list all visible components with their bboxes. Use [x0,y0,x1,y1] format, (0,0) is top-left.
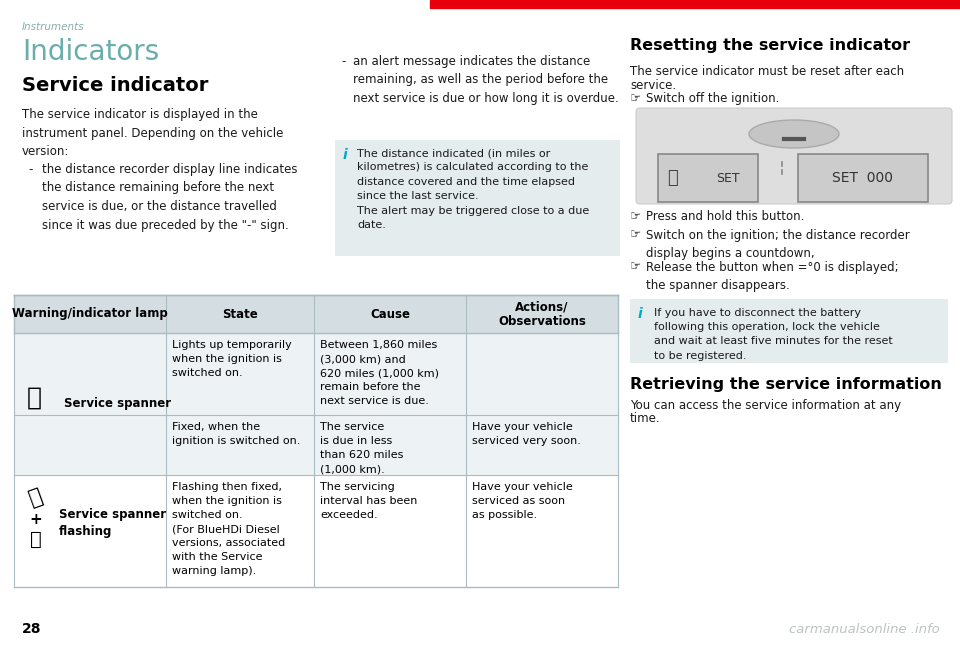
Text: If you have to disconnect the battery
following this operation, lock the vehicle: If you have to disconnect the battery fo… [654,308,893,361]
Bar [14,475,618,587]
Text: 🔧: 🔧 [30,530,42,548]
Text: 🔧: 🔧 [26,485,46,509]
Text: Flashing then fixed,
when the ignition is
switched on.
(For BlueHDi Diesel
versi: Flashing then fixed, when the ignition i… [172,482,285,576]
Text: carmanualsonline .info: carmanualsonline .info [789,623,940,636]
Bar [430,0,960,8]
Text: The distance indicated (in miles or
kilometres) is calculated according to the
d: The distance indicated (in miles or kilo… [357,148,589,230]
Text: State: State [222,308,258,321]
FancyBboxPatch shape [630,299,948,363]
Text: Lights up temporarily
when the ignition is
switched on.: Lights up temporarily when the ignition … [172,340,292,378]
Text: +: + [30,511,42,526]
Text: ☞: ☞ [630,228,641,241]
Text: Have your vehicle
serviced very soon.: Have your vehicle serviced very soon. [472,422,581,446]
Text: Release the button when =°0 is displayed;
the spanner disappears.: Release the button when =°0 is displayed… [646,260,899,291]
FancyBboxPatch shape [335,140,620,256]
Text: Switch on the ignition; the distance recorder
display begins a countdown,: Switch on the ignition; the distance rec… [646,228,910,260]
Text: You can access the service information at any: You can access the service information a… [630,398,901,411]
Text: Switch off the ignition.: Switch off the ignition. [646,92,780,105]
Text: time.: time. [630,413,660,426]
Text: ☞: ☞ [630,260,641,273]
Text: -: - [341,55,346,68]
Text: Service spanner
flashing: Service spanner flashing [59,508,166,538]
Text: Between 1,860 miles
(3,000 km) and
620 miles (1,000 km)
remain before the
next s: Between 1,860 miles (3,000 km) and 620 m… [320,340,439,406]
Text: Press and hold this button.: Press and hold this button. [646,210,804,223]
Text: The service
is due in less
than 620 miles
(1,000 km).: The service is due in less than 620 mile… [320,422,403,474]
Text: SET  000: SET 000 [832,171,894,185]
Text: Cause: Cause [370,308,410,321]
FancyBboxPatch shape [636,108,952,204]
Bar [798,154,928,202]
Text: Service indicator: Service indicator [22,76,208,95]
Text: Instruments: Instruments [22,22,84,32]
Text: 28: 28 [22,622,41,636]
Text: 🔧: 🔧 [666,169,678,187]
Text: Warning/indicator lamp: Warning/indicator lamp [12,308,168,321]
Text: The service indicator is displayed in the
instrument panel. Depending on the veh: The service indicator is displayed in th… [22,108,283,158]
Text: an alert message indicates the distance
remaining, as well as the period before : an alert message indicates the distance … [353,55,619,105]
Text: Indicators: Indicators [22,38,159,66]
Text: Resetting the service indicator: Resetting the service indicator [630,38,910,53]
Text: ☞: ☞ [630,92,641,105]
Text: Have your vehicle
serviced as soon
as possible.: Have your vehicle serviced as soon as po… [472,482,573,520]
Bar [14,333,618,475]
Bar [658,154,758,202]
Text: Retrieving the service information: Retrieving the service information [630,376,942,391]
Text: the distance recorder display line indicates
the distance remaining before the n: the distance recorder display line indic… [42,163,298,232]
Text: The servicing
interval has been
exceeded.: The servicing interval has been exceeded… [320,482,418,520]
Text: Fixed, when the
ignition is switched on.: Fixed, when the ignition is switched on. [172,422,300,446]
Text: -: - [28,163,33,176]
Text: Service spanner: Service spanner [64,397,171,411]
Text: ☞: ☞ [630,210,641,223]
Text: SET: SET [716,171,740,184]
Text: service.: service. [630,79,676,92]
Text: i: i [638,308,643,321]
Bar [14,295,618,333]
Text: 🔧: 🔧 [27,386,41,410]
Text: Actions/
Observations: Actions/ Observations [498,300,586,328]
Ellipse shape [749,120,839,148]
Text: The service indicator must be reset after each: The service indicator must be reset afte… [630,65,904,78]
Text: i: i [343,148,348,162]
